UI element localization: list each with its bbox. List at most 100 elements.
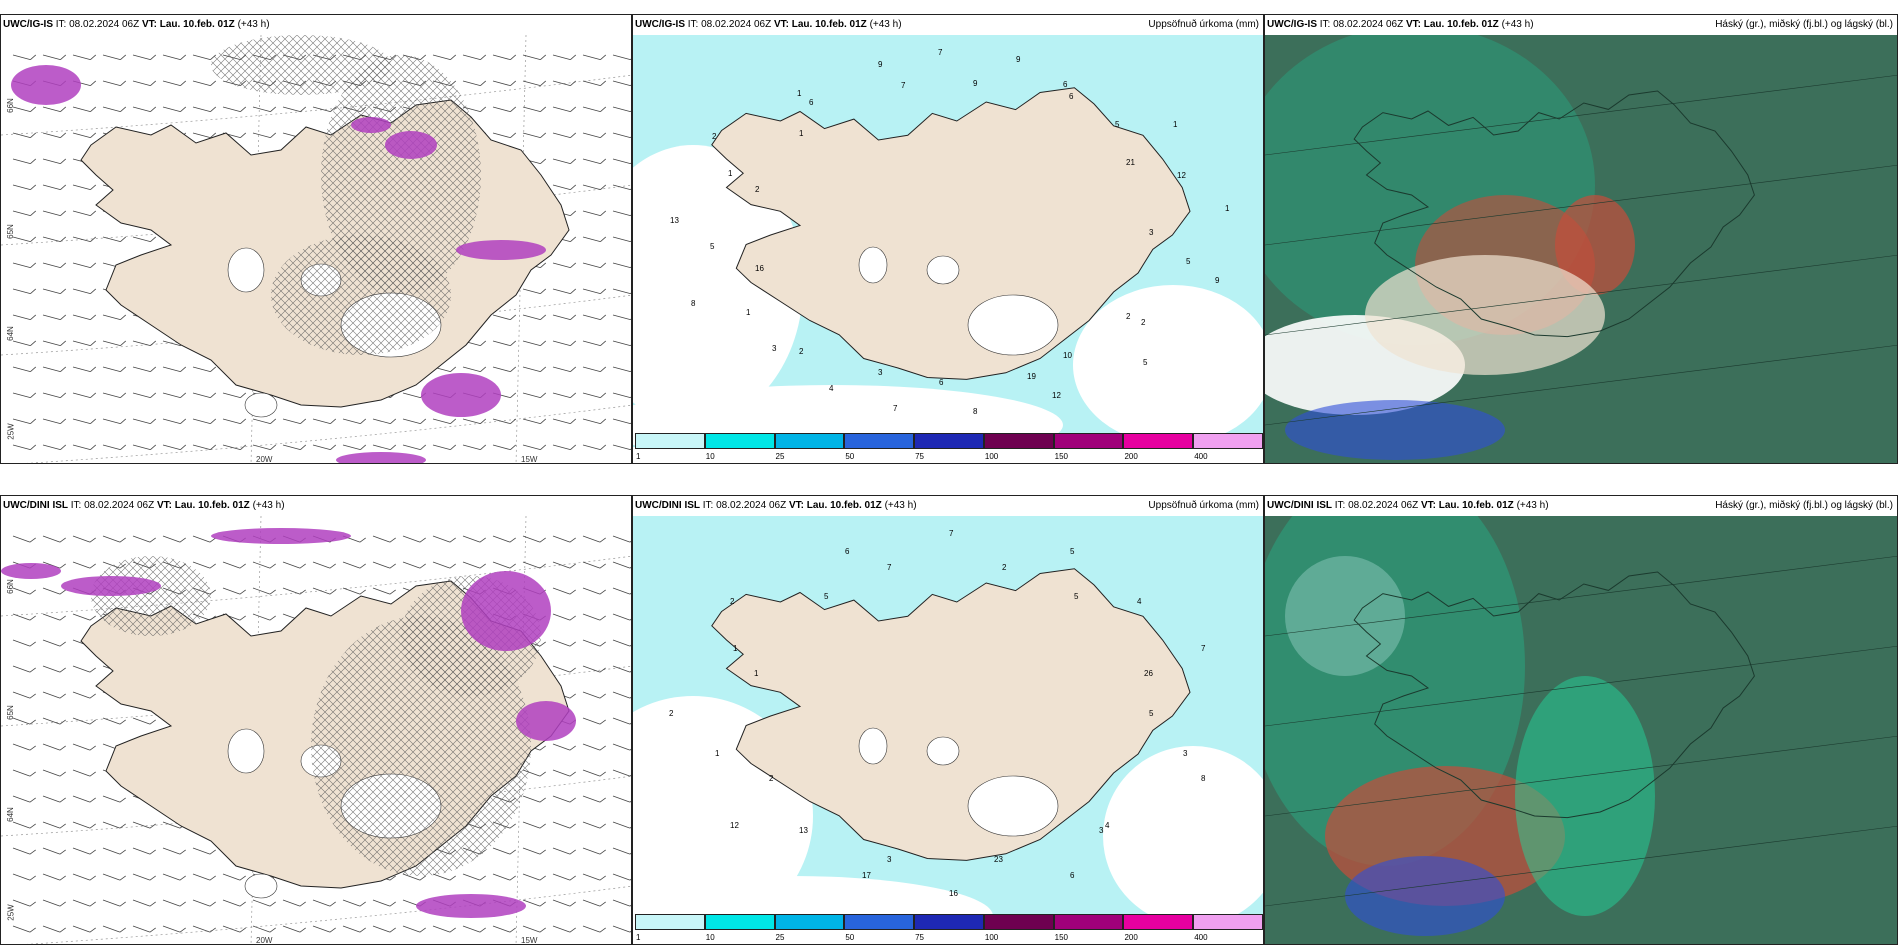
wind-barb xyxy=(612,717,631,725)
map-panel-dini-precip: UWC/DINI ISL IT: 08.02.2024 06Z VT: Lau.… xyxy=(632,495,1264,945)
wind-barb xyxy=(42,925,66,933)
wind-barb xyxy=(612,665,631,673)
wind-barb xyxy=(192,132,217,139)
wind-barb xyxy=(612,639,631,647)
precip-value: 12 xyxy=(730,821,739,830)
wind-barb xyxy=(102,899,126,907)
wind-barb xyxy=(72,314,97,321)
wind-barb xyxy=(372,418,397,425)
precip-value: 5 xyxy=(1149,709,1154,718)
wind-barb xyxy=(342,925,366,933)
wind-barb xyxy=(552,444,577,451)
wind-barb xyxy=(42,717,66,725)
wind-barb xyxy=(312,444,337,451)
glacier xyxy=(967,775,1059,837)
precip-value: 3 xyxy=(1099,826,1104,835)
axis-label-15w: 15W xyxy=(521,455,538,464)
colorbar-cell xyxy=(635,914,705,930)
precip-band xyxy=(351,117,391,133)
wind-barb xyxy=(552,795,576,803)
wind-barb xyxy=(252,561,276,569)
wind-barb xyxy=(492,80,517,87)
panel-title: Uppsöfnuð úrkoma (mm) xyxy=(1148,500,1259,511)
precip-value: 2 xyxy=(1141,318,1146,327)
wind-barb xyxy=(102,821,126,829)
wind-barb xyxy=(12,847,36,855)
wind-barb xyxy=(72,873,96,881)
wind-barb xyxy=(132,106,157,113)
wind-barb xyxy=(12,54,37,61)
precip-band xyxy=(1,563,61,579)
wind-barb xyxy=(432,54,457,61)
wind-barb xyxy=(42,158,67,165)
precip-value: 1 xyxy=(797,89,802,98)
colorbar-cell xyxy=(635,433,705,449)
wind-barb xyxy=(462,873,486,881)
wind-barb xyxy=(552,847,576,855)
wind-barb xyxy=(12,418,37,425)
wind-barb xyxy=(12,158,37,165)
precip-value: 2 xyxy=(669,709,674,718)
precip-value: 6 xyxy=(1063,80,1068,89)
wind-barb xyxy=(12,691,36,699)
precip-value: 7 xyxy=(1201,644,1206,653)
wind-barb xyxy=(72,132,97,139)
wind-barb xyxy=(582,717,606,725)
precip-value: 2 xyxy=(712,132,717,141)
wind-barb xyxy=(522,795,546,803)
precip-value: 3 xyxy=(887,855,892,864)
wind-barb xyxy=(552,561,576,569)
wind-barb xyxy=(312,587,336,595)
wind-barb xyxy=(372,535,396,543)
wind-barb xyxy=(132,899,156,907)
cloud-blob xyxy=(1555,195,1635,295)
wind-barb xyxy=(72,743,96,751)
dry-area xyxy=(1103,746,1263,926)
precip-band xyxy=(461,571,551,651)
wind-barb xyxy=(552,158,577,165)
wind-barb xyxy=(72,54,97,61)
precip-value: 6 xyxy=(1069,92,1074,101)
wind-barb xyxy=(282,899,306,907)
latitude-line xyxy=(26,885,631,944)
wind-barb xyxy=(552,314,577,321)
colorbar-label: 100 xyxy=(984,452,999,461)
precip-value: 16 xyxy=(949,889,958,898)
precip-value: 1 xyxy=(1173,120,1178,129)
wind-barb xyxy=(522,535,546,543)
wind-barb xyxy=(42,54,67,61)
panel-title: Háský (gr.), miðský (fj.bl.) og lágský (… xyxy=(1715,19,1893,30)
wind-barb xyxy=(282,925,306,933)
wind-barb xyxy=(612,288,631,295)
colorbar-cell xyxy=(1053,914,1124,930)
wind-barb xyxy=(612,158,631,165)
wind-barb xyxy=(252,444,277,451)
wind-barb xyxy=(222,561,246,569)
wind-barb xyxy=(12,132,37,139)
wind-barb xyxy=(12,236,37,243)
wind-barb xyxy=(72,106,97,113)
colorbar-label: 75 xyxy=(915,933,925,942)
wind-barb xyxy=(72,769,96,777)
wind-barb xyxy=(192,873,216,881)
precip-value: 9 xyxy=(1016,55,1021,64)
map-panel-dini-cloud: UWC/DINI ISL IT: 08.02.2024 06Z VT: Lau.… xyxy=(1264,495,1898,945)
wind-barb xyxy=(342,587,366,595)
precip-value: 21 xyxy=(1126,158,1135,167)
dry-area xyxy=(1073,285,1263,445)
precip-value: 7 xyxy=(893,404,898,413)
wind-barb xyxy=(582,340,607,347)
precip-value: 5 xyxy=(1074,592,1079,601)
wind-barb xyxy=(72,184,97,191)
wind-barb xyxy=(372,561,396,569)
latitude-line xyxy=(1,555,631,617)
hatched-region xyxy=(91,556,211,636)
glacier xyxy=(858,246,888,284)
wind-barb xyxy=(72,847,96,855)
colorbar-label: 1 xyxy=(636,933,641,942)
wind-barb xyxy=(12,769,36,777)
wind-barb xyxy=(582,587,606,595)
iceland-outline xyxy=(1353,90,1755,338)
precip-band xyxy=(421,373,501,417)
wind-barb xyxy=(42,392,67,399)
